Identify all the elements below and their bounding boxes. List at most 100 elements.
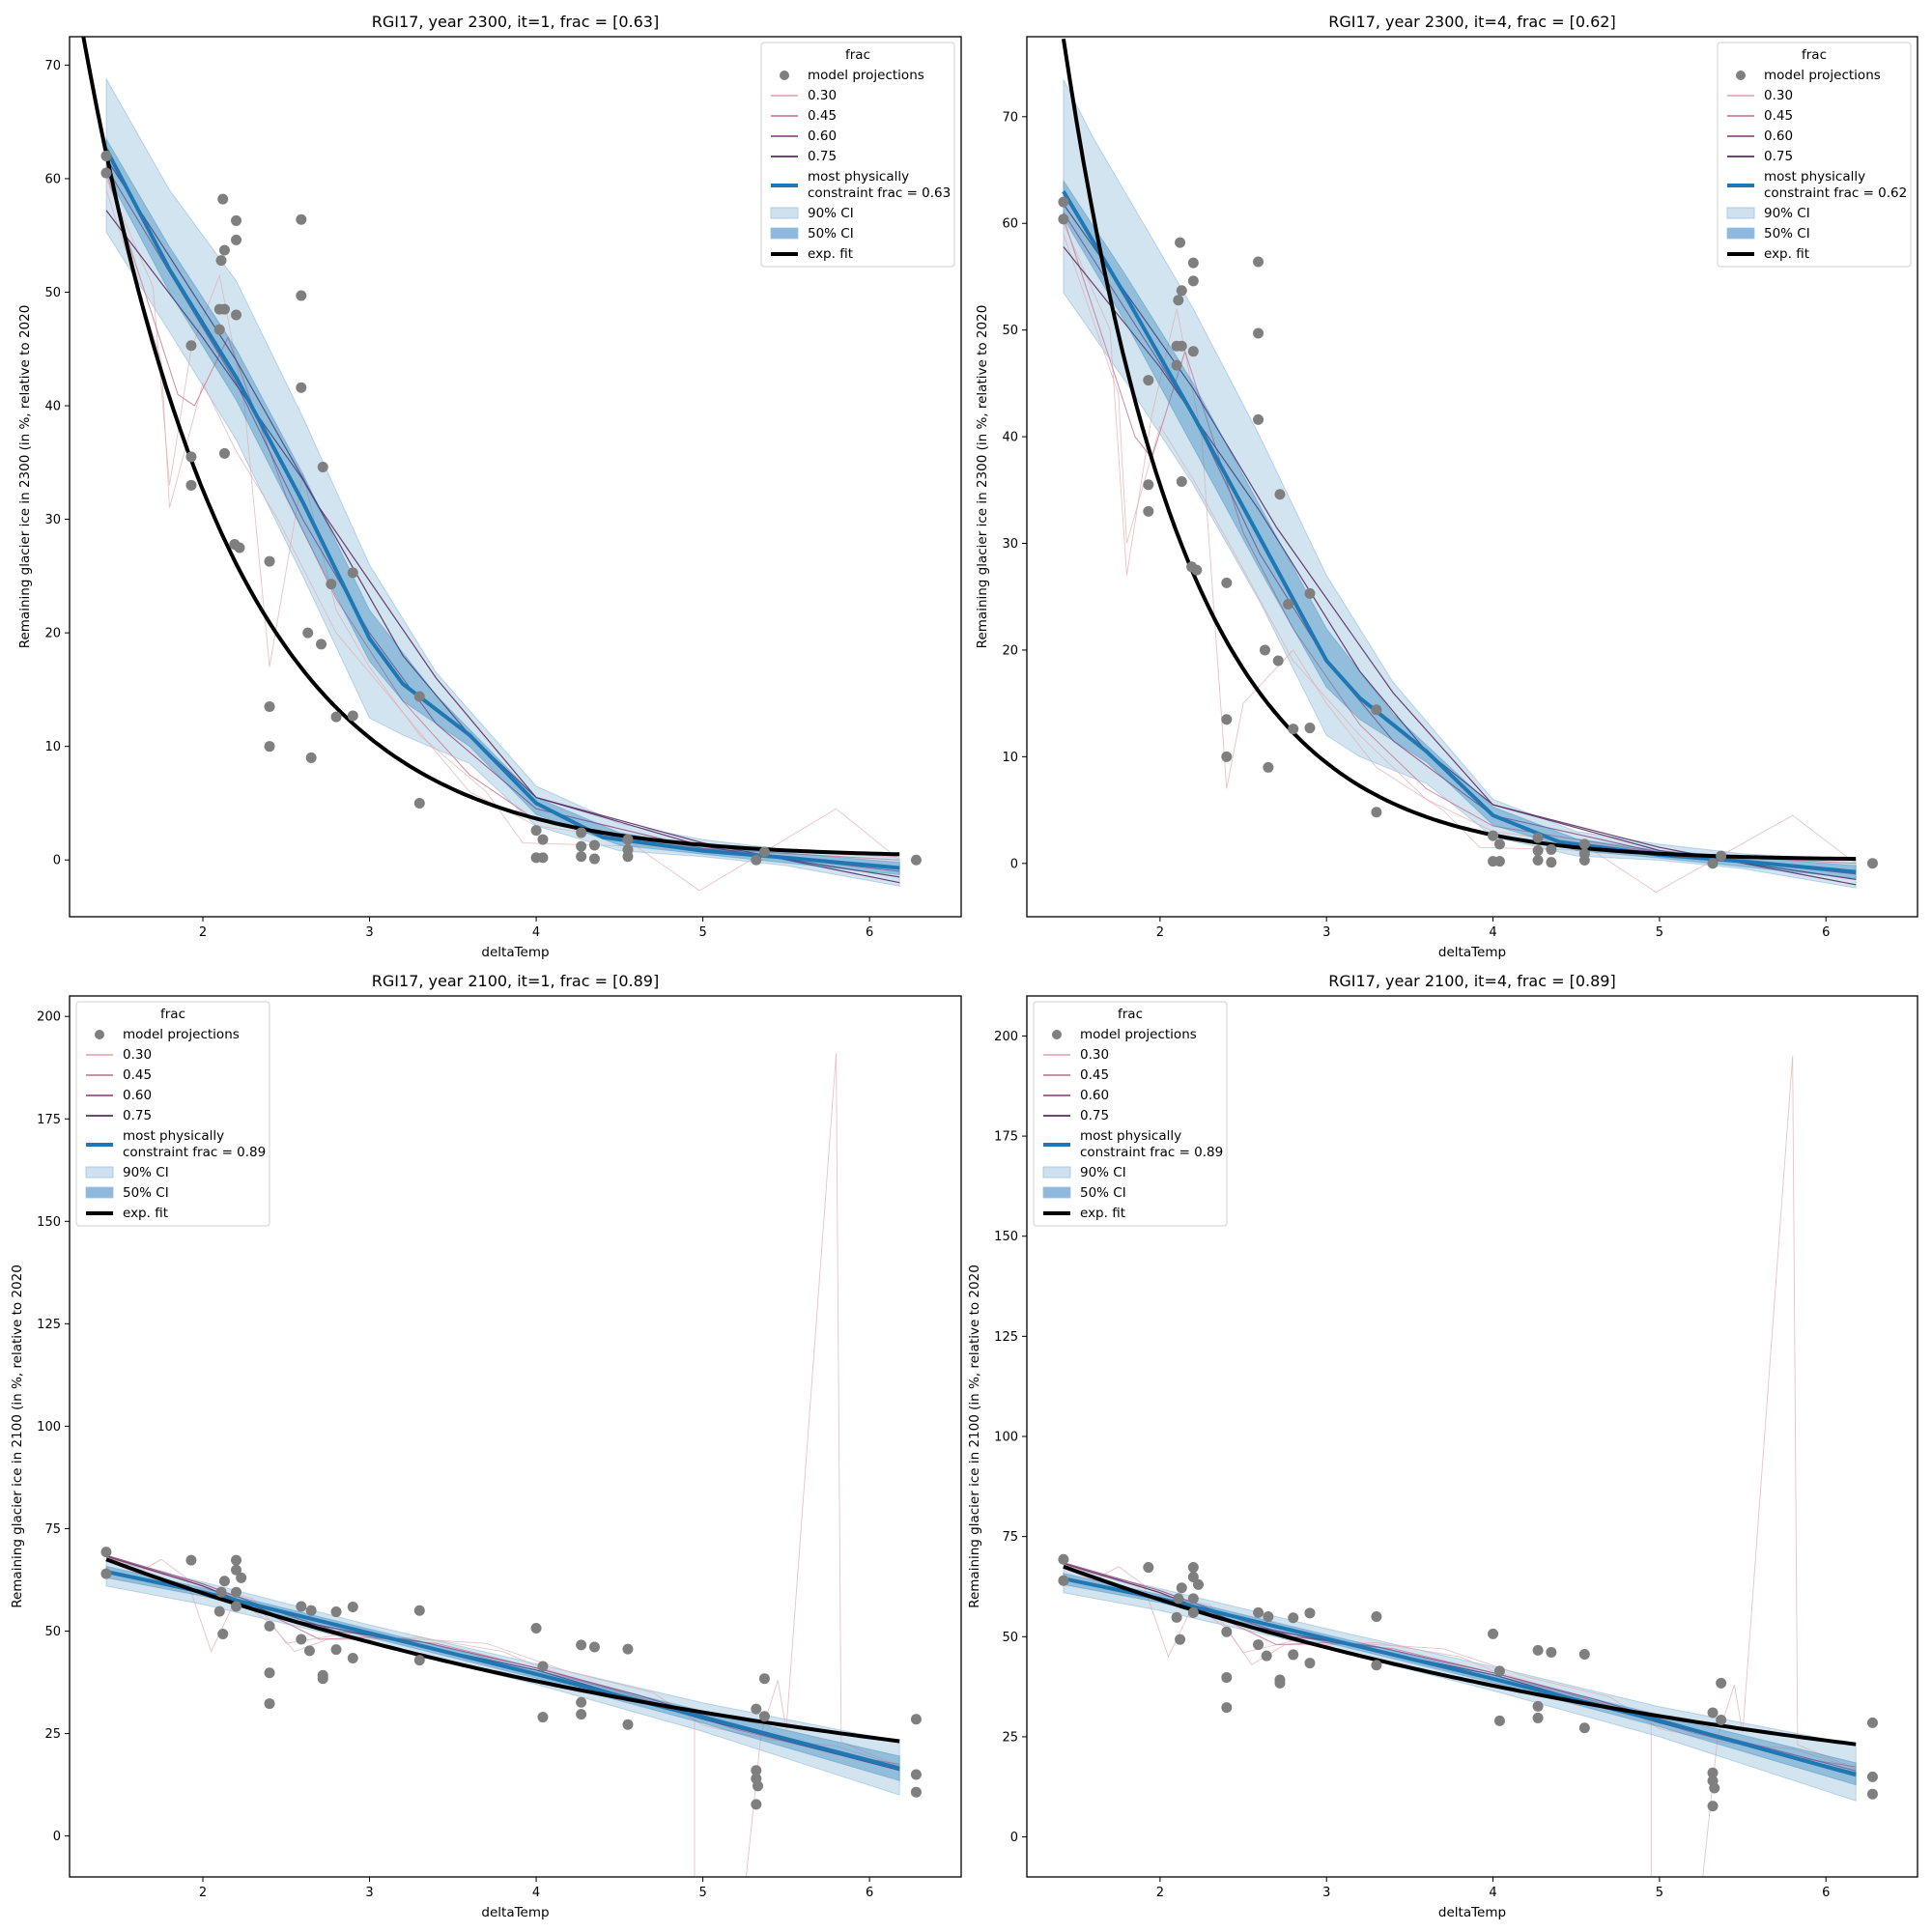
legend-label: 0.75 xyxy=(1764,149,1793,164)
legend-box xyxy=(1717,42,1912,268)
model-projection-point xyxy=(218,447,230,459)
model-projection-point xyxy=(1532,1700,1544,1712)
model-projection-point xyxy=(537,1661,549,1672)
model-projection-point xyxy=(1187,257,1199,269)
model-projection-point xyxy=(1191,564,1203,576)
frac-line-075 xyxy=(105,210,900,884)
x-tick-label: 3 xyxy=(365,1886,373,1900)
x-tick-label: 2 xyxy=(1156,1886,1164,1900)
legend-label: most physically xyxy=(1080,1128,1181,1144)
legend-box xyxy=(75,1001,270,1227)
legend-label: 0.30 xyxy=(123,1047,152,1063)
exp-fit-line xyxy=(105,1557,900,1744)
model-projection-point xyxy=(1866,1771,1878,1782)
model-projection-point xyxy=(326,579,337,590)
model-projection-point xyxy=(305,752,317,763)
model-projection-point xyxy=(576,840,587,852)
model-projection-point xyxy=(1175,1634,1186,1645)
x-tick-label: 2 xyxy=(1156,925,1164,940)
y-tick-label: 0 xyxy=(53,1830,61,1844)
y-tick-label: 200 xyxy=(994,1030,1018,1044)
model-projection-point xyxy=(588,839,600,851)
legend-label: constraint frac = 0.63 xyxy=(808,185,951,201)
model-projection-point xyxy=(231,1554,242,1566)
y-tick-label: 50 xyxy=(1002,1631,1018,1645)
model-projection-point xyxy=(1176,1582,1187,1594)
x-axis-label: deltaTemp xyxy=(481,1905,549,1920)
model-projection-point xyxy=(1261,1650,1272,1662)
legend-label: 0.75 xyxy=(1080,1108,1109,1123)
model-projection-point xyxy=(1253,256,1264,268)
model-projection-point xyxy=(236,1572,247,1583)
model-projection-point xyxy=(753,1780,764,1792)
model-projection-point xyxy=(758,1711,770,1722)
legend-label: exp. fit xyxy=(1764,246,1809,262)
model-projection-point xyxy=(1187,1593,1199,1605)
model-projection-point xyxy=(1304,723,1316,734)
y-tick-label: 40 xyxy=(44,400,61,414)
model-projection-point xyxy=(1709,1782,1720,1794)
x-tick-label: 6 xyxy=(1822,1886,1830,1900)
legend-patch-icon xyxy=(1726,207,1755,219)
x-tick-label: 5 xyxy=(698,1886,706,1900)
y-tick-label: 100 xyxy=(37,1420,61,1435)
frac-line-075 xyxy=(1063,1562,1857,1774)
y-tick-label: 30 xyxy=(1002,537,1018,552)
model-projection-point xyxy=(751,1765,762,1776)
model-projection-point xyxy=(1221,1626,1233,1637)
y-tick-label: 200 xyxy=(37,1010,61,1025)
y-tick-label: 10 xyxy=(44,740,61,754)
y-tick-label: 60 xyxy=(1002,217,1018,232)
y-tick-label: 175 xyxy=(994,1130,1018,1145)
model-projection-point xyxy=(1171,359,1182,371)
model-projection-point xyxy=(1707,1801,1719,1812)
model-projection-point xyxy=(264,1667,275,1679)
ci90-band xyxy=(1063,1566,1857,1802)
model-projection-point xyxy=(576,827,587,838)
legend-label: constraint frac = 0.89 xyxy=(1080,1145,1223,1160)
model-projection-point xyxy=(330,711,342,723)
model-projection-point xyxy=(413,1655,425,1666)
legend-patch-icon xyxy=(770,207,799,219)
x-tick-label: 4 xyxy=(532,1886,540,1900)
model-projection-point xyxy=(1274,1677,1286,1689)
y-tick-label: 70 xyxy=(1002,110,1018,125)
model-projection-point xyxy=(305,1605,317,1616)
model-projection-point xyxy=(622,1643,634,1655)
model-projection-point xyxy=(1259,644,1270,656)
model-projection-point xyxy=(910,1769,922,1780)
model-projection-point xyxy=(910,854,922,866)
model-projection-point xyxy=(1058,196,1069,208)
model-projection-point xyxy=(185,340,197,352)
panel-title: RGI17, year 2300, it=4, frac = [0.62] xyxy=(1328,13,1615,31)
model-projection-point xyxy=(1578,1722,1590,1734)
legend-label: 90% CI xyxy=(1080,1165,1126,1180)
frac-line-045 xyxy=(105,1556,900,1765)
model-projection-point xyxy=(296,1634,307,1645)
model-projection-point xyxy=(347,1601,358,1612)
model-projection-point xyxy=(1546,857,1557,868)
y-tick-label: 25 xyxy=(1002,1730,1018,1745)
model-projection-point xyxy=(622,1719,634,1730)
y-tick-label: 40 xyxy=(1002,431,1018,445)
model-projection-point xyxy=(316,639,327,650)
model-projection-point xyxy=(1263,761,1274,773)
model-projection-point xyxy=(264,1620,275,1632)
model-projection-point xyxy=(218,303,230,315)
legend-label: model projections xyxy=(123,1027,240,1042)
model-projection-point xyxy=(1866,1788,1878,1800)
ci90-band xyxy=(1063,78,1857,889)
legend-marker-icon xyxy=(780,71,789,80)
frac-line-030 xyxy=(1063,1566,1652,1877)
y-tick-label: 50 xyxy=(1002,324,1018,338)
model-projection-point xyxy=(1532,854,1544,866)
model-projection-point xyxy=(576,1709,587,1720)
model-projection-point xyxy=(1175,237,1186,248)
legend-label: 90% CI xyxy=(1764,206,1810,221)
model-projection-point xyxy=(317,462,328,473)
model-projection-point xyxy=(1193,1578,1205,1590)
model-projection-point xyxy=(213,1605,225,1617)
